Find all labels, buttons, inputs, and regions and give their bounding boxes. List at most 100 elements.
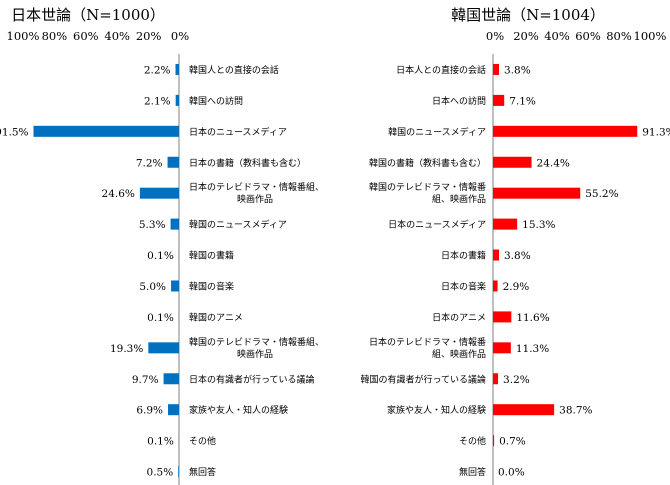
japan-bar	[171, 280, 179, 292]
japan-category-line: 韓国のテレビドラマ・情報番組、	[189, 336, 324, 348]
japan-category-line: 韓国人との直接の会話	[189, 64, 279, 76]
japan-tick-label: 20%	[136, 29, 162, 43]
korea-tick-label: 60%	[575, 29, 601, 43]
japan-bar	[167, 156, 179, 168]
korea-bar	[493, 311, 512, 323]
korea-value-label: 15.3%	[522, 219, 555, 231]
japan-value-label: 0.1%	[147, 436, 174, 448]
japan-value-label: 2.1%	[144, 95, 171, 107]
japan-category-line: 日本のテレビドラマ・情報番組、	[189, 181, 324, 193]
japan-value-label: 0.5%	[147, 467, 174, 479]
korea-value-label: 11.3%	[516, 343, 549, 355]
korea-category-line: 日本のテレビドラマ・情報番	[369, 336, 486, 348]
korea-value-label: 55.2%	[585, 188, 618, 200]
korea-bar	[493, 187, 581, 199]
japan-category-label: 家族や友人・知人の経験	[189, 404, 288, 416]
japan-value-label: 91.5%	[0, 126, 29, 138]
korea-tick-label: 0%	[486, 29, 504, 43]
korea-category-line: 韓国の書籍（教科書も含む）	[369, 157, 486, 169]
korea-category-label: 日本の音楽	[441, 280, 486, 292]
japan-category-line: 日本のニュースメディア	[189, 126, 287, 138]
japan-chart-title: 日本世論（N=1000）	[11, 6, 165, 24]
japan-bar	[178, 466, 179, 478]
japan-category-label: 韓国人との直接の会話	[189, 64, 279, 76]
korea-value-label: 11.6%	[516, 312, 549, 324]
korea-value-label: 2.9%	[503, 281, 530, 293]
korea-bar	[493, 342, 511, 354]
korea-category-line: 韓国の有識者が行っている議論	[360, 373, 486, 385]
korea-category-label: 日本人との直接の会話	[396, 64, 486, 76]
korea-category-line: 組、映画作品	[432, 193, 486, 205]
japan-bar	[33, 125, 179, 137]
korea-value-label: 3.8%	[504, 250, 531, 262]
japan-category-label: 日本の書籍（教科書も含む）	[189, 157, 306, 169]
korea-category-label: 日本のニュースメディア	[388, 219, 486, 231]
japan-value-label: 0.1%	[147, 250, 174, 262]
japan-category-label: 日本のテレビドラマ・情報番組、映画作品	[189, 181, 324, 205]
korea-category-line: 韓国のニュースメディア	[388, 126, 486, 138]
japan-category-line: 韓国の音楽	[189, 280, 234, 292]
korea-opinion-panel: 韓国世論（N=1004） 0% 20% 40% 60% 80% 100% 3.8% 日本人との…	[360, 6, 670, 485]
korea-bar	[493, 63, 500, 75]
japan-bar	[148, 342, 179, 354]
japan-category-line: その他	[189, 435, 216, 447]
japan-category-label: 韓国のテレビドラマ・情報番組、映画作品	[189, 336, 324, 360]
japan-opinion-panel: 日本世論（N=1000） 100% 80% 60% 40% 20% 0% 2.2% 韓国人との…	[0, 6, 324, 485]
japan-bar	[170, 218, 179, 230]
japan-category-line: 韓国への訪問	[189, 95, 243, 107]
korea-category-line: 家族や友人・知人の経験	[387, 404, 486, 416]
korea-bar	[493, 94, 505, 106]
japan-value-label: 7.2%	[136, 157, 163, 169]
korea-category-label: 日本のテレビドラマ・情報番組、映画作品	[369, 336, 486, 360]
japan-tick-label: 0%	[171, 29, 189, 43]
japan-value-label: 24.6%	[102, 188, 135, 200]
japan-tick-label: 60%	[73, 29, 99, 43]
japan-category-line: 日本の書籍（教科書も含む）	[189, 157, 306, 169]
japan-value-label: 2.2%	[144, 64, 171, 76]
korea-category-line: 日本への訪問	[432, 95, 486, 107]
korea-tick-label: 20%	[513, 29, 539, 43]
japan-value-label: 9.7%	[132, 374, 159, 386]
korea-category-line: 日本のニュースメディア	[388, 219, 486, 231]
japan-tick-label: 40%	[104, 29, 130, 43]
japan-tick-label: 80%	[42, 29, 68, 43]
korea-category-label: 韓国の書籍（教科書も含む）	[369, 157, 486, 169]
korea-category-line: 日本人との直接の会話	[396, 64, 486, 76]
korea-category-line: 日本の音楽	[441, 280, 486, 292]
japan-bar	[175, 94, 179, 106]
korea-category-line: その他	[459, 435, 486, 447]
korea-bar	[493, 435, 495, 447]
korea-category-label: 日本への訪問	[432, 95, 486, 107]
korea-bar	[493, 373, 499, 385]
korea-category-line: 無回答	[459, 466, 486, 478]
korea-bar	[493, 404, 555, 416]
korea-category-label: 無回答	[459, 466, 486, 478]
korea-value-label: 3.2%	[503, 374, 530, 386]
korea-tick-label: 80%	[606, 29, 632, 43]
korea-value-label: 0.7%	[499, 436, 526, 448]
korea-value-label: 24.4%	[537, 157, 570, 169]
japan-category-line: 韓国の書籍	[189, 250, 234, 262]
japan-tick-label: 100%	[7, 29, 40, 43]
japan-category-label: 日本のニュースメディア	[189, 126, 287, 138]
korea-bar	[493, 218, 518, 230]
korea-tick-label: 40%	[544, 29, 570, 43]
japan-category-line: 映画作品	[237, 348, 273, 360]
japan-category-label: 韓国への訪問	[189, 95, 243, 107]
korea-value-label: 0.0%	[498, 467, 525, 479]
korea-category-label: 韓国のニュースメディア	[388, 126, 486, 138]
korea-value-label: 38.7%	[559, 405, 592, 417]
japan-value-label: 0.1%	[147, 312, 174, 324]
japan-category-line: 映画作品	[237, 193, 273, 205]
japan-category-line: 家族や友人・知人の経験	[189, 404, 288, 416]
japan-value-label: 5.3%	[139, 219, 166, 231]
korea-chart-title: 韓国世論（N=1004）	[451, 6, 605, 24]
japan-category-line: 韓国のアニメ	[189, 312, 243, 323]
korea-category-line: 韓国のテレビドラマ・情報番	[369, 181, 486, 193]
japan-bar	[139, 187, 179, 199]
japan-category-line: 韓国のニュースメディア	[189, 219, 287, 231]
korea-bar	[493, 125, 638, 137]
japan-bar	[175, 63, 179, 75]
korea-tick-label: 100%	[634, 29, 667, 43]
japan-category-label: 日本の有識者が行っている議論	[189, 373, 315, 385]
